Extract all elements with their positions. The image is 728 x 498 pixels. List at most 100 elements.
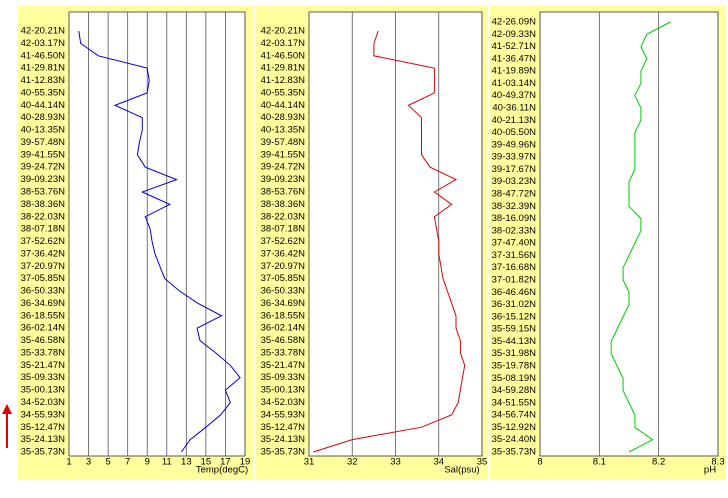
y-tick-label: 35-24.13N (21, 434, 66, 445)
y-tick-label: 40-21.13N (492, 115, 537, 126)
y-tick-label: 39-03.23N (492, 176, 537, 187)
y-tick-label: 37-52.62N (261, 236, 306, 247)
y-tick-label: 38-07.18N (261, 224, 306, 235)
y-tick-label: 41-29.81N (261, 63, 306, 74)
y-tick-label: 36-15.12N (492, 311, 537, 322)
x-tick-label: 8.3 (711, 457, 724, 468)
x-tick-label: 33 (390, 457, 401, 468)
x-tick-label: 32 (347, 457, 358, 468)
y-tick-label: 42-26.09N (492, 17, 537, 28)
y-tick-label: 38-02.33N (492, 225, 537, 236)
x-tick-label: 11 (162, 457, 172, 468)
y-tick-label: 38-22.03N (261, 211, 306, 222)
y-tick-label: 38-47.72N (492, 189, 537, 200)
data-line (610, 21, 671, 453)
y-tick-label: 42-09.33N (492, 29, 537, 40)
y-tick-label: 35-31.98N (492, 348, 537, 359)
y-tick-label: 41-19.89N (492, 66, 537, 77)
y-tick-label: 34-52.03N (21, 397, 66, 408)
y-tick-label: 40-55.35N (261, 87, 306, 98)
y-tick-label: 39-57.48N (261, 137, 306, 148)
y-tick-label: 36-02.14N (21, 323, 66, 334)
y-tick-label: 41-36.47N (492, 53, 537, 64)
y-tick-label: 35-08.19N (492, 373, 537, 384)
y-tick-label: 37-36.42N (21, 248, 66, 259)
x-tick-label: 34 (433, 457, 444, 468)
y-tick-label: 37-01.82N (492, 275, 537, 286)
y-tick-label: 35-44.13N (492, 336, 537, 347)
y-tick-label: 34-51.55N (492, 397, 537, 408)
y-tick-label: 42-20.21N (21, 26, 66, 37)
y-tick-label: 40-55.35N (21, 87, 66, 98)
y-tick-label: 38-38.36N (261, 199, 306, 210)
y-tick-label: 41-29.81N (21, 63, 66, 74)
x-tick-label: 19 (240, 457, 251, 468)
plot-area (68, 11, 246, 457)
y-tick-label: 42-20.21N (261, 26, 306, 37)
y-tick-label: 39-09.23N (261, 174, 306, 185)
x-tick-label: 9 (145, 457, 150, 468)
y-tick-label: 38-53.76N (261, 186, 306, 197)
y-tick-label: 35-46.58N (21, 335, 66, 346)
x-axis-label: Temp(degC) (196, 465, 248, 476)
y-tick-label: 37-36.42N (261, 248, 306, 259)
y-tick-label: 35-46.58N (261, 335, 306, 346)
x-tick-label: 3 (86, 457, 91, 468)
y-tick-label: 40-13.35N (21, 125, 66, 136)
y-tick-label: 37-05.85N (21, 273, 66, 284)
y-tick-label: 35-09.33N (21, 372, 66, 383)
y-tick-label: 37-20.97N (21, 261, 66, 272)
y-tick-label: 40-28.93N (261, 112, 306, 123)
x-tick-label: 7 (125, 457, 130, 468)
y-tick-label: 42-03.17N (261, 38, 306, 49)
y-tick-label: 35-21.47N (261, 360, 306, 371)
y-tick-label: 35-24.40N (492, 434, 537, 445)
y-tick-label: 35-33.78N (261, 347, 306, 358)
y-tick-label: 41-52.71N (492, 41, 537, 52)
y-tick-label: 37-20.97N (261, 261, 306, 272)
y-tick-label: 39-24.72N (261, 162, 306, 173)
y-tick-label: 41-12.83N (261, 75, 306, 86)
y-tick-label: 42-03.17N (21, 38, 66, 49)
y-tick-label: 35-00.13N (21, 385, 66, 396)
y-tick-label: 34-52.03N (261, 397, 306, 408)
data-line (313, 30, 466, 453)
y-tick-label: 35-12.47N (261, 422, 306, 433)
data-line (78, 30, 241, 453)
x-tick-label: 13 (181, 457, 192, 468)
y-tick-label: 37-05.85N (261, 273, 306, 284)
y-tick-label: 40-49.37N (492, 90, 537, 101)
x-axis-label: Sal(psu) (444, 465, 479, 476)
y-tick-label: 35-00.13N (261, 385, 306, 396)
y-tick-label: 40-28.93N (21, 112, 66, 123)
y-tick-label: 34-55.93N (261, 409, 306, 420)
y-tick-label: 36-50.33N (21, 286, 66, 297)
y-tick-label: 39-17.67N (492, 164, 537, 175)
y-tick-label: 41-46.50N (261, 50, 306, 61)
y-tick-label: 35-19.78N (492, 361, 537, 372)
y-tick-label: 35-59.15N (492, 324, 537, 335)
y-tick-label: 40-44.14N (21, 100, 66, 111)
x-tick-label: 35 (477, 457, 488, 468)
y-tick-label: 39-41.55N (261, 149, 306, 160)
y-tick-label: 38-07.18N (21, 224, 66, 235)
y-tick-label: 34-55.93N (21, 409, 66, 420)
y-tick-label: 40-05.50N (492, 127, 537, 138)
red-arrow (2, 404, 12, 448)
y-tick-label: 40-44.14N (261, 100, 306, 111)
x-axis-label: pH (704, 465, 716, 476)
y-tick-label: 36-46.46N (492, 287, 537, 298)
y-tick-label: 36-34.69N (21, 298, 66, 309)
plot-area (539, 11, 719, 457)
x-tick-label: 8.2 (652, 457, 665, 468)
x-tick-label: 15 (201, 457, 212, 468)
x-tick-label: 31 (304, 457, 315, 468)
x-tick-label: 8.1 (593, 457, 606, 468)
y-tick-label: 39-24.72N (21, 162, 66, 173)
y-tick-label: 38-22.03N (21, 211, 66, 222)
y-tick-label: 38-38.36N (21, 199, 66, 210)
y-tick-label: 35-35.73N (261, 447, 306, 458)
y-tick-label: 39-09.23N (21, 174, 66, 185)
y-tick-label: 36-50.33N (261, 286, 306, 297)
